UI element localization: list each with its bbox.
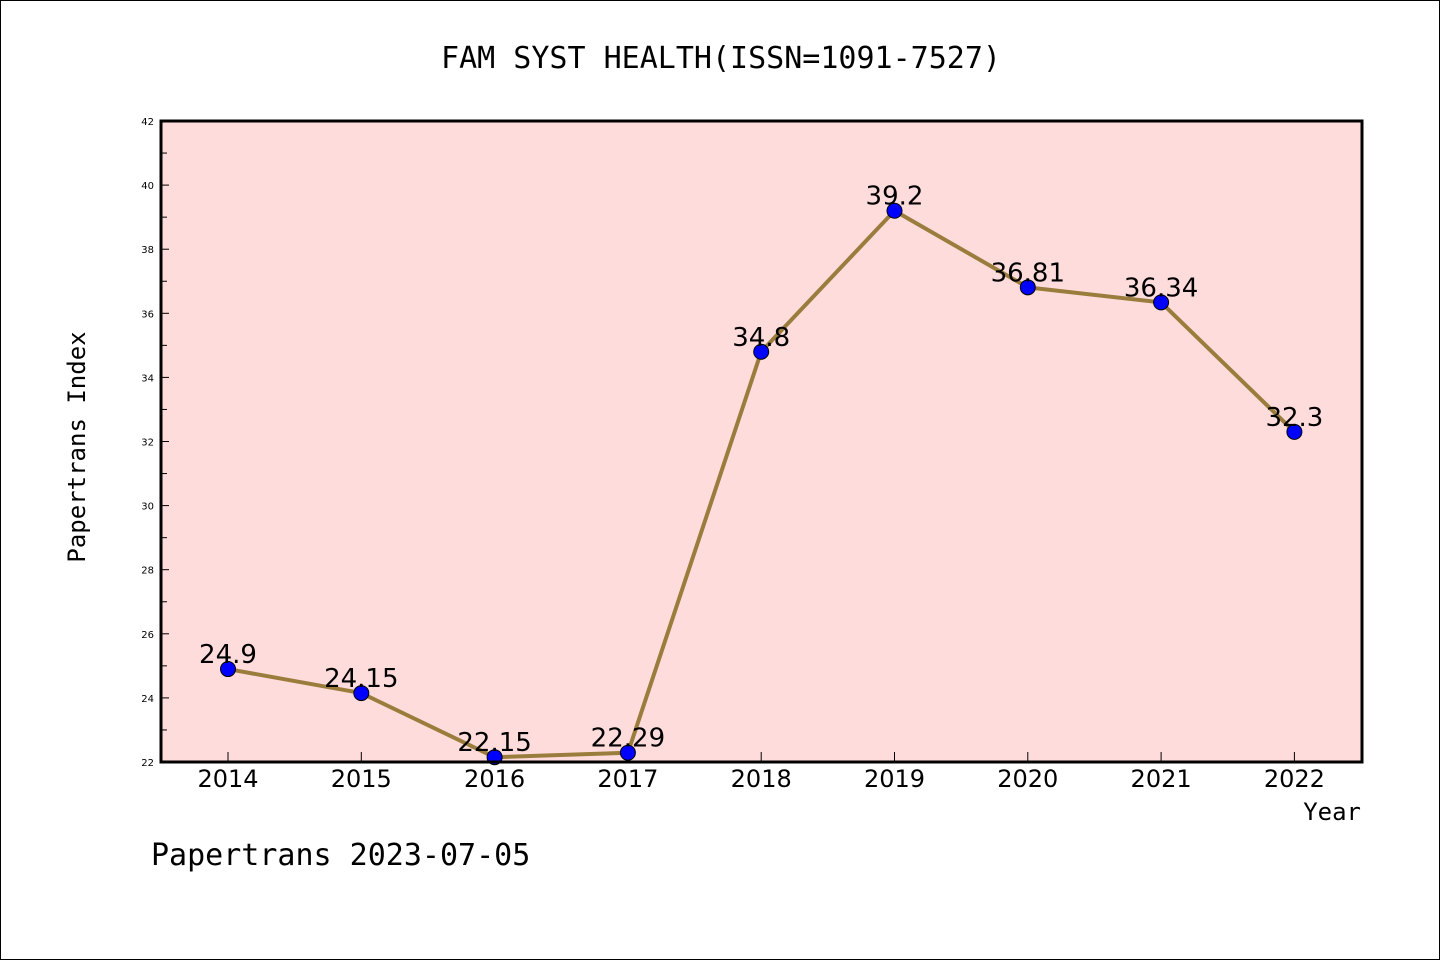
data-label: 39.2 [866, 182, 924, 212]
data-label: 32.3 [1265, 403, 1323, 433]
y-tick-label: 30 [141, 502, 154, 513]
y-axis-label: Papertrans Index [63, 331, 91, 562]
data-point [619, 744, 636, 761]
y-tick-label: 42 [141, 117, 154, 128]
data-point [1153, 294, 1170, 311]
data-point [353, 685, 370, 702]
data-label: 34.8 [732, 323, 790, 353]
y-tick-label: 24 [141, 694, 154, 705]
data-point [886, 202, 903, 219]
y-tick-label: 26 [141, 630, 154, 641]
y-tick-label: 32 [141, 438, 154, 449]
y-tick-label: 28 [141, 566, 154, 577]
data-label: 36.34 [1124, 273, 1198, 303]
x-tick-label: 2017 [597, 765, 658, 793]
x-tick-label: 2015 [331, 765, 392, 793]
data-label: 22.15 [457, 728, 531, 758]
data-label: 36.81 [991, 258, 1065, 288]
plot-area [161, 121, 1362, 762]
data-point [753, 343, 770, 360]
y-tick-label: 40 [141, 181, 154, 192]
data-labels: 24.9 24.15 22.15 22.29 34.8 39.2 36.81 36.34 32.… [199, 182, 1323, 758]
y-tick-label: 38 [141, 245, 154, 256]
data-label: 24.9 [199, 640, 257, 670]
footer-date-stamp: Papertrans 2023-07-05 [151, 838, 530, 873]
x-tick-label: 2020 [997, 765, 1058, 793]
y-tick-label: 22 [141, 758, 154, 769]
x-tick-label: 2018 [731, 765, 792, 793]
data-label: 22.29 [591, 724, 665, 754]
x-tick-label: 2022 [1264, 765, 1325, 793]
chart-title: FAM SYST HEALTH(ISSN=1091-7527) [441, 41, 1001, 76]
x-tick-label: 2016 [464, 765, 525, 793]
data-label: 24.15 [324, 664, 398, 694]
data-point [220, 661, 236, 678]
y-tick-label: 36 [141, 309, 154, 320]
x-axis-label: Year [1303, 798, 1361, 826]
y-tick-label: 34 [141, 373, 154, 384]
data-point [1286, 423, 1303, 440]
x-tick-label: 2021 [1131, 765, 1192, 793]
x-tick-label: 2014 [197, 765, 258, 793]
data-point [1019, 279, 1036, 296]
x-tick-label: 2019 [864, 765, 925, 793]
plot-border [159, 119, 1364, 764]
series-line-group [220, 202, 1303, 766]
x-axis: 2014 2015 2016 2017 2018 2019 2020 2021 2022 [197, 752, 1325, 793]
